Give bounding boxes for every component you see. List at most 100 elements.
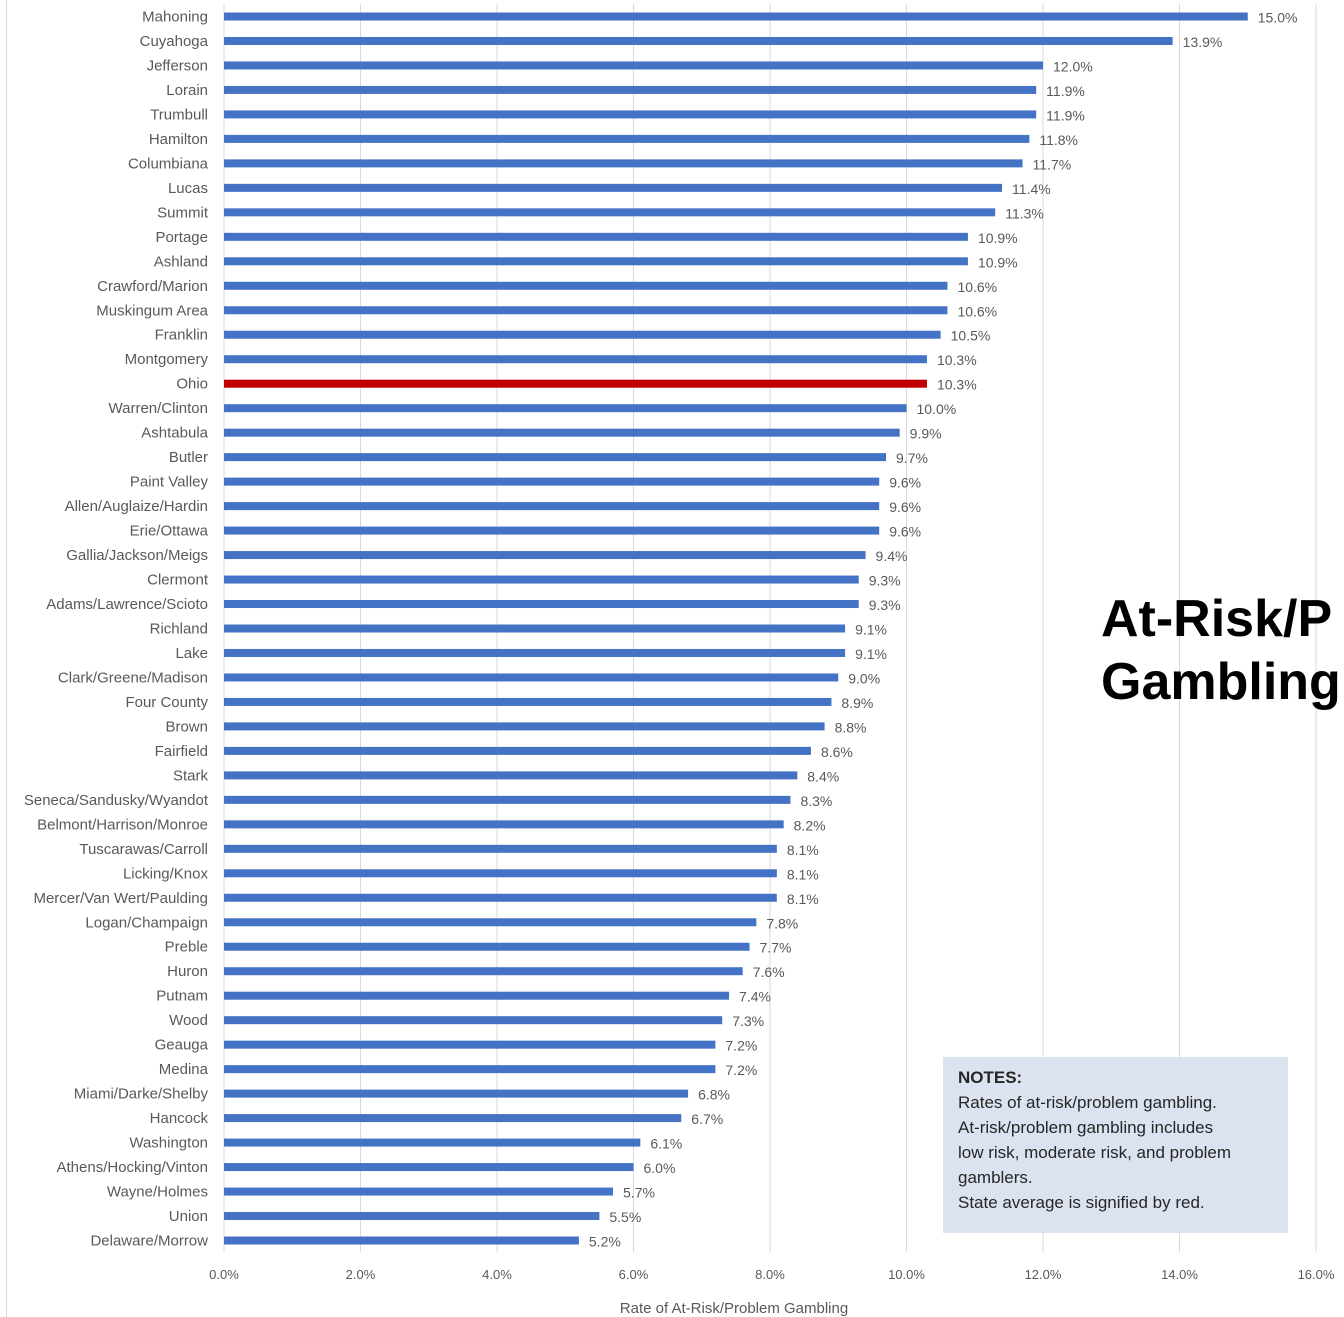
bar [224,281,948,290]
category-label: Allen/Auglaize/Hardin [65,498,208,515]
category-labels: Mahoning Cuyahoga Jefferson Lorain Trumbull H… [24,9,209,1250]
notes-box: NOTES: Rates of at-risk/problem gambling… [943,1057,1288,1233]
category-label: Huron [167,963,208,980]
value-label: 7.3% [732,1013,764,1029]
x-tick-label: 4.0% [482,1267,512,1282]
value-label: 8.2% [794,817,826,833]
x-tick-label: 2.0% [346,1267,376,1282]
bar [224,159,1023,168]
value-label: 10.6% [957,279,997,295]
notes-line-3: low risk, moderate risk, and problem [958,1143,1232,1162]
category-label: Hancock [150,1110,209,1127]
value-label: 11.8% [1039,132,1078,148]
category-label: Geauga [155,1037,209,1054]
category-label: Ashtabula [141,425,208,442]
x-tick-label: 6.0% [619,1267,649,1282]
category-label: Logan/Champaign [85,914,208,931]
value-labels: 15.0% 13.9% 12.0% 11.9% 11.9% 11.8% 11.7% 11.4%… [589,10,1298,1250]
category-label: Muskingum Area [96,302,208,319]
bar [224,746,811,755]
value-label: 9.3% [869,573,901,589]
bar [224,61,1043,70]
bar [224,12,1248,21]
value-label: 9.1% [855,622,887,638]
category-label: Fairfield [155,743,208,760]
category-label: Medina [159,1061,209,1078]
category-label: Athens/Hocking/Vinton [57,1159,209,1176]
value-label: 9.9% [910,426,942,442]
bar [224,526,880,535]
category-label: Mercer/Van Wert/Paulding [33,890,208,907]
slide-title-line-1: At-Risk/P [1101,590,1333,648]
bar [224,110,1037,119]
bar [224,1212,600,1221]
value-label: 9.6% [889,499,921,515]
category-label: Summit [157,204,209,221]
bar [224,1016,723,1025]
category-label: Warren/Clinton [109,400,208,417]
x-axis-title: Rate of At-Risk/Problem Gambling [620,1300,848,1317]
bar [224,1065,716,1074]
value-label: 7.8% [766,915,798,931]
bar [224,942,750,951]
category-label: Montgomery [125,351,209,368]
value-label: 7.7% [760,940,792,956]
value-label: 7.2% [725,1062,757,1078]
value-label: 12.0% [1053,58,1093,74]
bar [224,1089,689,1098]
bar [224,1236,579,1245]
value-label: 8.9% [841,695,873,711]
category-label: Four County [125,694,208,711]
category-label: Jefferson [147,57,208,74]
bar [224,869,777,878]
bar [224,967,743,976]
bar [224,232,968,241]
value-label: 11.9% [1046,83,1085,99]
value-label: 11.4% [1012,181,1051,197]
category-label: Ohio [176,376,208,393]
category-label: Tuscarawas/Carroll [79,841,208,858]
bar [224,453,887,462]
category-label: Lorain [166,82,208,99]
bar [224,330,941,339]
value-label: 9.0% [848,670,880,686]
bar [224,1114,682,1123]
bar [224,379,927,388]
value-label: 8.1% [787,866,819,882]
slide-title-line-2: Gambling [1101,653,1341,711]
category-label: Trumbull [150,106,208,123]
x-tick-label: 10.0% [888,1267,925,1282]
bar [224,208,996,217]
category-label: Ashland [154,253,208,270]
category-label: Lucas [168,180,208,197]
value-label: 11.7% [1033,156,1072,172]
value-label: 11.9% [1046,107,1085,123]
category-label: Clark/Greene/Madison [58,669,208,686]
notes-line-2: At-risk/problem gambling includes [958,1118,1214,1137]
value-label: 5.2% [589,1234,621,1250]
x-axis-ticks: 0.0% 2.0% 4.0% 6.0% 8.0% 10.0% 12.0% 14.0% 16.0% [209,1267,1335,1282]
category-label: Seneca/Sandusky/Wyandot [24,792,209,809]
bar [224,991,730,1000]
bar [224,697,832,706]
value-label: 9.7% [896,450,928,466]
category-label: Washington [129,1135,208,1152]
category-label: Brown [165,718,208,735]
value-label: 5.7% [623,1185,655,1201]
bar [224,893,777,902]
bars [224,12,1248,1245]
value-label: 6.0% [644,1160,676,1176]
bar [224,673,839,682]
bar [224,648,846,657]
bar [224,477,880,486]
category-label: Licking/Knox [123,865,209,882]
notes-heading: NOTES: [958,1068,1023,1087]
value-label: 9.6% [889,524,921,540]
category-label: Portage [155,229,208,246]
category-label: Delaware/Morrow [90,1233,208,1250]
value-label: 9.3% [869,597,901,613]
bar [224,1138,641,1147]
value-label: 6.8% [698,1087,730,1103]
value-label: 5.5% [609,1209,641,1225]
